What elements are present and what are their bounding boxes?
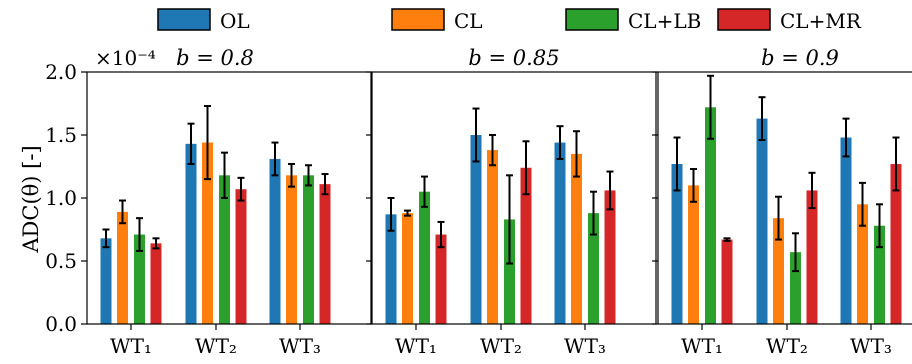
legend-swatch-ol xyxy=(157,8,211,31)
bar xyxy=(286,175,297,324)
bar xyxy=(134,234,145,324)
legend-label-ol: OL xyxy=(220,9,250,33)
bar xyxy=(756,118,768,325)
legend-label-cl-mr: CL+MR xyxy=(780,9,862,33)
y-tick-label: 1.5 xyxy=(45,123,77,147)
bar xyxy=(705,107,716,324)
x-tick-label: WT₁ xyxy=(110,334,152,358)
bar xyxy=(688,185,699,324)
bar xyxy=(671,163,683,324)
bar xyxy=(185,143,197,324)
bar xyxy=(319,184,331,324)
legend-label-cl: CL xyxy=(454,9,483,33)
x-tick-label: WT₃ xyxy=(564,334,606,358)
x-tick-label: WT₁ xyxy=(395,334,437,358)
y-tick-label: 0.5 xyxy=(45,249,77,273)
panel-3: b = 0.9 WT₁ WT₂ WT₃ xyxy=(652,46,912,358)
panels: b = 0.8 0.0 0.5 1.0 1.5 2.0 WT₁ WT₂ WT₃ b = 0.85 W… xyxy=(45,46,912,358)
bar xyxy=(303,175,314,324)
x-tick-label: WT₂ xyxy=(766,334,808,358)
bar xyxy=(419,191,430,324)
legend-label-cl-lb: CL+LB xyxy=(628,9,701,33)
panel-1: b = 0.8 0.0 0.5 1.0 1.5 2.0 WT₁ WT₂ WT₃ xyxy=(45,46,372,358)
x-tick-label: WT₃ xyxy=(850,334,892,358)
panel-title-2: b = 0.85 xyxy=(468,46,559,70)
bar xyxy=(721,239,733,324)
bar xyxy=(790,252,801,324)
x-tick-label: WT₁ xyxy=(681,334,723,358)
bar xyxy=(806,190,818,324)
bar xyxy=(385,214,397,324)
y-tick-label: 1.0 xyxy=(45,186,77,210)
bar xyxy=(117,211,128,324)
bar xyxy=(554,142,566,324)
bar xyxy=(773,218,784,324)
bar xyxy=(435,234,447,324)
legend: OL CL CL+LB CL+MR xyxy=(157,8,862,33)
y-tick-label: 2.0 xyxy=(45,60,77,84)
legend-swatch-cl xyxy=(391,8,445,31)
bar xyxy=(520,167,532,324)
panel-frame xyxy=(657,71,912,325)
bar xyxy=(269,158,281,324)
bar xyxy=(571,153,582,324)
bar xyxy=(504,219,515,324)
x-tick-label: WT₂ xyxy=(195,334,237,358)
panel-2: b = 0.85 WT₁ WT₂ WT₃ xyxy=(366,46,657,358)
panel-title-1: b = 0.8 xyxy=(176,46,254,70)
legend-swatch-cl-mr xyxy=(717,8,771,31)
bar xyxy=(857,204,868,324)
bar xyxy=(202,142,213,324)
bar xyxy=(874,225,885,324)
y-tick-label: 0.0 xyxy=(45,312,77,336)
x-tick-label: WT₃ xyxy=(279,334,321,358)
y-axis-label: ADC(θ) [-] xyxy=(19,145,43,253)
bar xyxy=(219,175,230,324)
bar xyxy=(150,243,162,324)
bar xyxy=(588,213,599,324)
bar xyxy=(604,190,616,324)
bar xyxy=(487,150,498,324)
bar xyxy=(840,137,852,324)
x-tick-label: WT₂ xyxy=(480,334,522,358)
y-multiplier: ×10⁻⁴ xyxy=(95,46,156,70)
bar xyxy=(890,163,902,324)
bar xyxy=(470,135,482,324)
legend-swatch-cl-lb xyxy=(565,8,619,31)
panel-title-3: b = 0.9 xyxy=(761,46,839,70)
bar xyxy=(100,238,112,324)
bar xyxy=(402,213,413,324)
bar xyxy=(235,189,247,324)
